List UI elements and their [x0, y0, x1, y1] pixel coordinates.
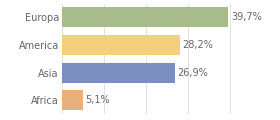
Bar [62, 63, 175, 83]
Text: 28,2%: 28,2% [183, 40, 213, 50]
Text: 39,7%: 39,7% [231, 12, 262, 22]
Bar [62, 7, 228, 27]
Bar [62, 90, 83, 110]
Text: 5,1%: 5,1% [85, 95, 110, 105]
Bar [62, 35, 180, 55]
Text: 26,9%: 26,9% [177, 68, 208, 78]
